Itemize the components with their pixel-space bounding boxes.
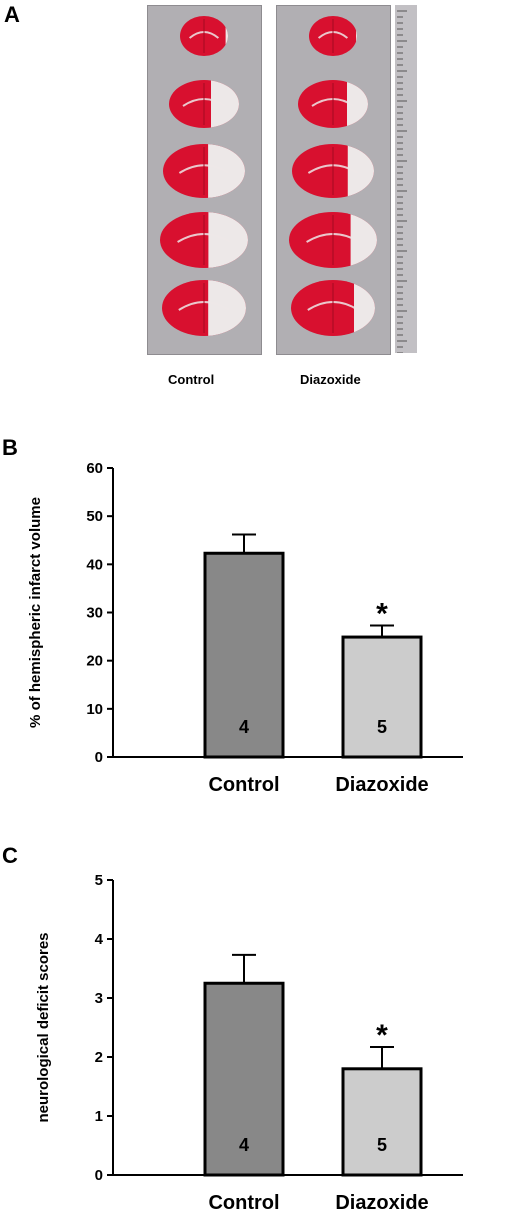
brain-slice xyxy=(298,80,368,128)
bar-control xyxy=(203,981,285,1177)
diazoxide-brain-slices-photo xyxy=(276,5,391,355)
y-tick-label: 3 xyxy=(95,990,103,1007)
y-tick-label: 0 xyxy=(95,749,103,766)
bar-control xyxy=(203,551,285,759)
photo-label-control: Control xyxy=(168,372,215,387)
y-axis-label: % of hemispheric infarct volume xyxy=(27,497,44,728)
y-tick-label: 20 xyxy=(86,653,103,670)
significance-asterisk: * xyxy=(376,598,388,631)
y-tick-label: 30 xyxy=(86,605,103,622)
brain-slice xyxy=(289,212,377,268)
sample-size-label: 4 xyxy=(239,1135,249,1155)
y-tick-label: 2 xyxy=(95,1049,103,1066)
brain-slice xyxy=(292,144,374,198)
y-axis-label: neurological deficit scores xyxy=(35,932,52,1122)
bar-diazoxide xyxy=(341,635,423,759)
category-label: Diazoxide xyxy=(335,774,428,796)
brain-slice xyxy=(160,212,248,268)
brain-slice xyxy=(180,16,228,56)
sample-size-label: 5 xyxy=(377,1135,387,1155)
category-label: Control xyxy=(208,1192,279,1212)
y-tick-label: 60 xyxy=(86,460,103,477)
control-slices-svg xyxy=(160,16,248,336)
sample-size-label: 5 xyxy=(377,717,387,737)
panel-b-letter: B xyxy=(2,435,18,460)
photo-label-diazoxide: Diazoxide xyxy=(300,372,361,387)
diazoxide-slices-svg xyxy=(289,16,377,336)
y-tick-label: 40 xyxy=(86,556,103,573)
y-tick-label: 1 xyxy=(95,1108,103,1125)
neurological-score-chart: neurological deficit scores 0 1 2 3 4 5 4 Contro… xyxy=(35,872,463,1212)
bar-diazoxide xyxy=(341,1067,423,1177)
y-tick-label: 50 xyxy=(86,508,103,525)
category-label: Diazoxide xyxy=(335,1192,428,1212)
y-tick-label: 5 xyxy=(95,872,103,889)
brain-slice xyxy=(309,16,357,56)
y-tick-label: 0 xyxy=(95,1167,103,1184)
y-tick-label: 4 xyxy=(95,931,104,948)
scale-ruler xyxy=(395,5,417,354)
brain-slice xyxy=(163,144,245,198)
sample-size-label: 4 xyxy=(239,717,249,737)
significance-asterisk: * xyxy=(376,1019,388,1052)
panel-a-letter: A xyxy=(4,2,20,27)
control-brain-slices-photo xyxy=(147,5,262,355)
brain-slice xyxy=(291,280,375,336)
category-label: Control xyxy=(208,774,279,796)
brain-slice xyxy=(169,80,239,128)
panel-c-letter: C xyxy=(2,843,18,868)
brain-slice xyxy=(162,280,246,336)
infarct-volume-chart: % of hemispheric infarct volume 0 10 20 30 40… xyxy=(27,460,463,796)
y-tick-label: 10 xyxy=(86,701,103,718)
